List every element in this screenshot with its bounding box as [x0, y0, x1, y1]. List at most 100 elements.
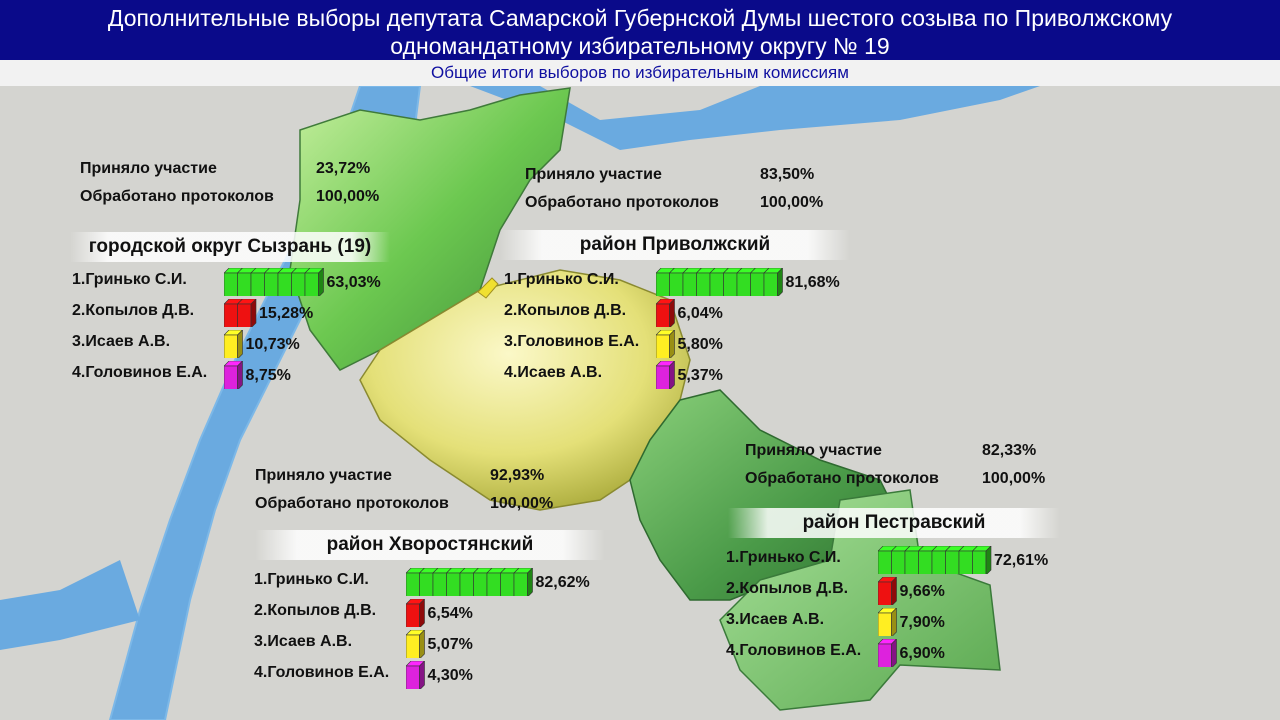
bar-side: [237, 330, 243, 358]
bar-segment: [264, 272, 279, 296]
value-label: 63,03%: [326, 274, 381, 291]
page-subtitle: Общие итоги выборов по избирательным ком…: [0, 60, 1280, 86]
bar-segment: [277, 272, 292, 296]
bar-segment: [878, 643, 892, 667]
bar-segment: [696, 272, 711, 296]
participation-label: Приняло участие: [80, 160, 217, 177]
value-label: 82,62%: [535, 574, 590, 591]
bar-segment: [945, 550, 960, 574]
bar-segment: [656, 303, 670, 327]
protocols-label: Обработано протоколов: [255, 495, 449, 512]
bar-side: [891, 639, 897, 667]
result-bar: [878, 546, 992, 574]
bar-segment: [750, 272, 765, 296]
participation-label: Приняло участие: [255, 467, 392, 484]
participation-value: 82,33%: [982, 442, 1037, 459]
district-privolzhsky: [359, 269, 691, 511]
result-bar: [224, 268, 324, 296]
candidate-label: 3.Исаев А.В.: [72, 333, 171, 350]
participation-value: 83,50%: [760, 166, 815, 183]
result-bar: [656, 330, 675, 358]
bar-side: [891, 608, 897, 636]
value-label: 5,80%: [677, 336, 723, 353]
bar-segment: [406, 634, 420, 658]
district-name: район Пестравский: [728, 508, 1060, 538]
page-title-line-1: Дополнительные выборы депутата Самарской…: [107, 5, 1173, 31]
candidate-label: 1.Гринько С.И.: [254, 571, 369, 588]
bar-segment: [406, 572, 420, 596]
result-bar: [224, 361, 243, 389]
river-upper: [470, 86, 1040, 150]
value-label: 72,61%: [994, 552, 1049, 569]
bar-segment: [878, 581, 892, 605]
value-label: 9,66%: [899, 583, 945, 600]
value-label: 5,37%: [677, 367, 723, 384]
bar-segment: [304, 272, 319, 296]
bar-segment: [459, 572, 474, 596]
result-bar: [406, 661, 425, 689]
bar-side: [237, 361, 243, 389]
participation-value: 92,93%: [490, 467, 545, 484]
value-label: 8,75%: [245, 367, 291, 384]
district-marker: [477, 277, 499, 299]
bar-side: [419, 630, 425, 658]
bar-segment: [500, 572, 515, 596]
protocols-value: 100,00%: [316, 188, 380, 205]
bar-segment: [291, 272, 306, 296]
result-bar: [406, 568, 533, 596]
bar-segment: [419, 572, 434, 596]
bar-segment: [446, 572, 461, 596]
bar-segment: [656, 365, 670, 389]
bar-side: [527, 568, 533, 596]
result-bar: [224, 299, 257, 327]
candidate-label: 1.Гринько С.И.: [726, 549, 841, 566]
bar-segment: [224, 365, 238, 389]
candidate-label: 3.Исаев А.В.: [726, 611, 825, 628]
bar-segment: [513, 572, 528, 596]
protocols-value: 100,00%: [490, 495, 554, 512]
bar-segment: [931, 550, 946, 574]
bar-side: [891, 577, 897, 605]
bar-segment: [972, 550, 987, 574]
bar-segment: [918, 550, 933, 574]
bar-segment: [250, 272, 265, 296]
candidate-label: 3.Исаев А.В.: [254, 633, 353, 650]
bar-segment: [224, 272, 238, 296]
result-bar: [656, 361, 675, 389]
bar-segment: [878, 612, 892, 636]
value-label: 4,30%: [427, 667, 473, 684]
participation-label: Приняло участие: [745, 442, 882, 459]
value-label: 6,90%: [899, 645, 945, 662]
value-label: 7,90%: [899, 614, 945, 631]
value-label: 10,73%: [245, 336, 300, 353]
candidate-label: 2.Копылов Д.В.: [72, 302, 195, 319]
value-label: 5,07%: [427, 636, 473, 653]
result-bar: [878, 577, 897, 605]
bar-side: [250, 299, 257, 327]
page-header: Дополнительные выборы депутата Самарской…: [0, 0, 1280, 60]
value-label: 15,28%: [259, 305, 314, 322]
candidate-label: 3.Головинов Е.А.: [504, 333, 640, 350]
bar-segment: [904, 550, 919, 574]
bar-segment: [669, 272, 684, 296]
bar-side: [318, 268, 324, 296]
bar-segment: [486, 572, 501, 596]
page-title-line-2: одномандатному избирательному округу № 1…: [390, 33, 890, 59]
result-bar: [406, 599, 425, 627]
district-name: район Хворостянский: [255, 530, 605, 560]
bar-side: [419, 599, 425, 627]
bar-segment: [406, 603, 420, 627]
result-bar: [878, 608, 897, 636]
candidate-label: 1.Гринько С.И.: [504, 271, 619, 288]
candidate-label: 4.Исаев А.В.: [504, 364, 603, 381]
result-bar: [656, 268, 783, 296]
value-label: 81,68%: [785, 274, 840, 291]
protocols-label: Обработано протоколов: [80, 188, 274, 205]
bar-segment: [709, 272, 724, 296]
bar-segment: [958, 550, 973, 574]
district-name: городской округ Сызрань (19): [70, 232, 390, 262]
result-bar: [878, 639, 897, 667]
bar-segment: [224, 303, 238, 327]
bar-side: [985, 546, 992, 574]
bar-side: [669, 361, 675, 389]
